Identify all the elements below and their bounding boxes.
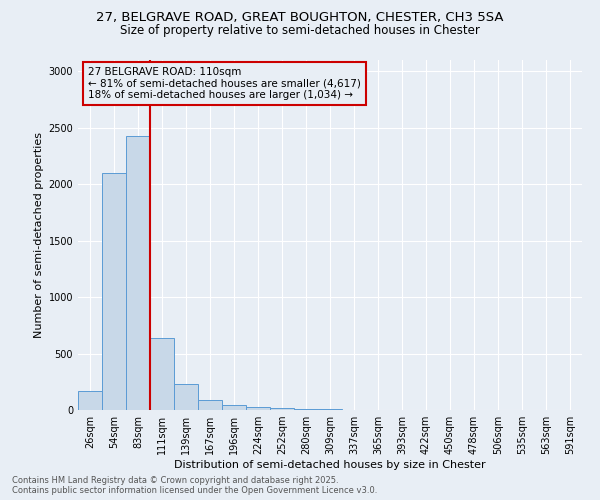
Text: Contains HM Land Registry data © Crown copyright and database right 2025.
Contai: Contains HM Land Registry data © Crown c…	[12, 476, 377, 495]
Text: 27 BELGRAVE ROAD: 110sqm
← 81% of semi-detached houses are smaller (4,617)
18% o: 27 BELGRAVE ROAD: 110sqm ← 81% of semi-d…	[88, 67, 361, 100]
Bar	[150, 338, 174, 410]
Text: Size of property relative to semi-detached houses in Chester: Size of property relative to semi-detach…	[120, 24, 480, 37]
Bar	[294, 408, 318, 410]
Bar	[126, 136, 150, 410]
Bar	[270, 408, 294, 410]
X-axis label: Distribution of semi-detached houses by size in Chester: Distribution of semi-detached houses by …	[174, 460, 486, 470]
Bar	[198, 400, 222, 410]
Y-axis label: Number of semi-detached properties: Number of semi-detached properties	[34, 132, 44, 338]
Bar	[246, 407, 270, 410]
Bar	[102, 173, 126, 410]
Bar	[222, 405, 246, 410]
Bar	[174, 384, 198, 410]
Bar	[78, 391, 102, 410]
Text: 27, BELGRAVE ROAD, GREAT BOUGHTON, CHESTER, CH3 5SA: 27, BELGRAVE ROAD, GREAT BOUGHTON, CHEST…	[96, 11, 504, 24]
